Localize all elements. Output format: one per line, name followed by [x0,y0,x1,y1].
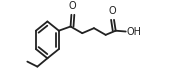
Text: OH: OH [126,26,142,37]
Text: O: O [108,6,116,16]
Text: O: O [69,1,76,11]
